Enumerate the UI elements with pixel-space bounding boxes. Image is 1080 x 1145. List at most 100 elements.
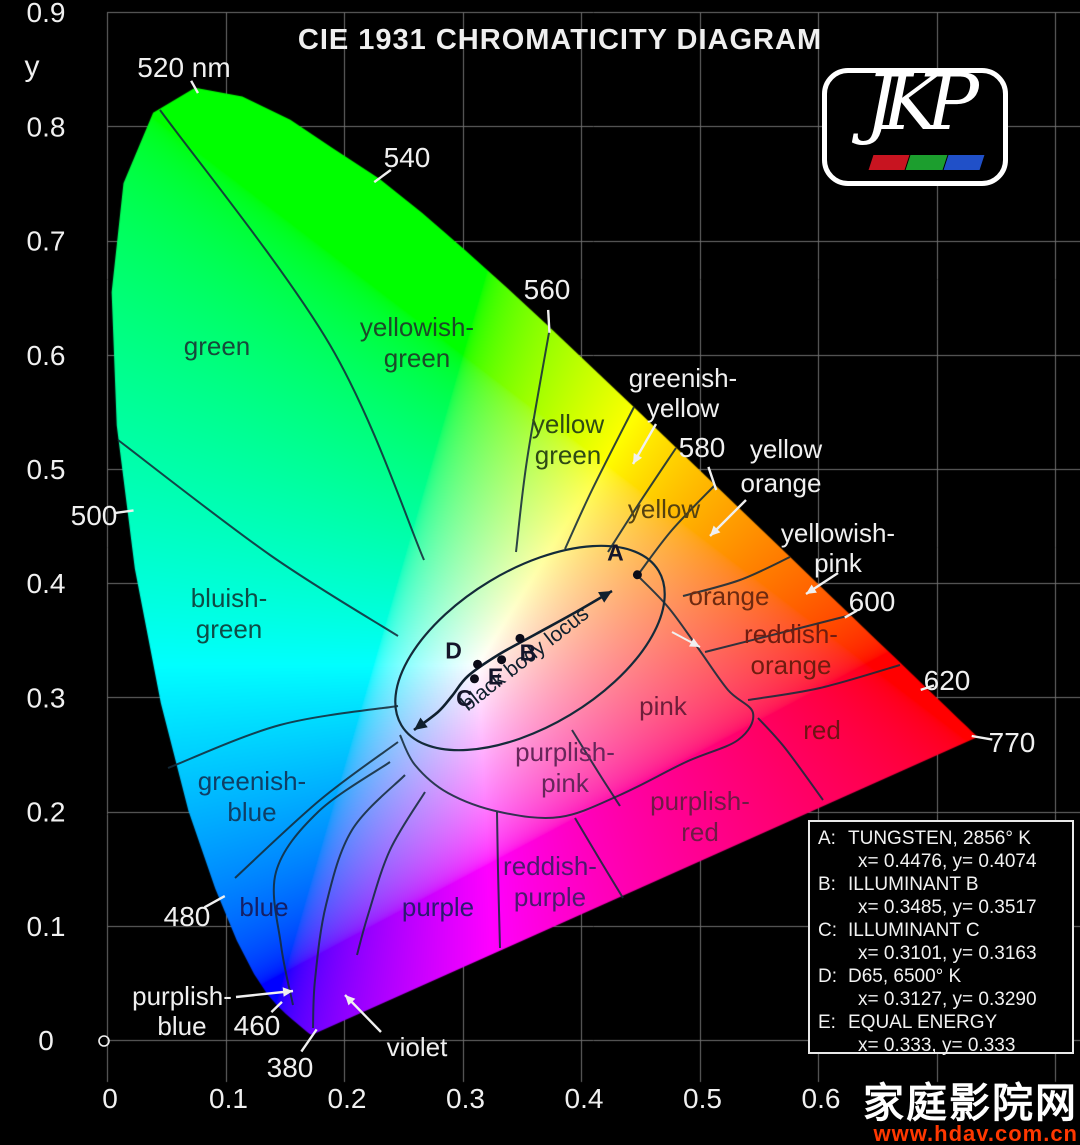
region-label: pink <box>639 691 688 721</box>
legend-entry-name: ILLUMINANT B <box>848 874 979 895</box>
y-axis-tick-label: 0.4 <box>27 568 66 599</box>
region-label: bluish- <box>191 583 268 613</box>
region-label: green <box>184 331 251 361</box>
white-point-dot-E <box>497 655 507 665</box>
region-boundary-line <box>639 484 716 573</box>
legend-entry: B: ILLUMINANT B <box>818 873 1072 896</box>
y-axis-title: y <box>25 50 40 83</box>
outside-region-label: blue <box>157 1011 206 1041</box>
region-boundary-line <box>515 326 551 553</box>
region-label: green <box>535 440 602 470</box>
outside-region-label: purplish- <box>132 981 232 1011</box>
watermark: 家庭影院网 www.hdav.com.cn <box>863 1083 1078 1145</box>
white-point-label-B: B <box>520 639 537 665</box>
outside-region-label: greenish- <box>629 363 737 393</box>
jkp-stripe-red <box>868 155 910 170</box>
region-label: green <box>384 343 451 373</box>
watermark-site-url: www.hdav.com.cn <box>873 1121 1078 1145</box>
y-axis-tick-label: 0.1 <box>27 911 66 942</box>
region-label: yellow <box>532 409 604 439</box>
outside-region-label: yellowish- <box>781 518 895 548</box>
region-boundary-line <box>564 406 635 550</box>
white-point-dot-A <box>632 570 642 580</box>
white-point-dot-B <box>515 633 525 643</box>
wavelength-tick-497 <box>113 509 134 515</box>
region-boundary-line <box>356 791 426 956</box>
region-label: purplish- <box>515 737 615 767</box>
wavelength-tick-770 <box>971 734 993 741</box>
region-boundary-line <box>159 109 425 561</box>
white-point-label-C: C <box>456 685 473 711</box>
x-axis-tick-label: 0.2 <box>328 1083 367 1114</box>
x-axis-tick-label: 0 <box>102 1083 118 1114</box>
x-axis-tick-label: 0.5 <box>683 1083 722 1114</box>
wavelength-label-380: 380 <box>267 1052 314 1083</box>
legend-entry: E: EQUAL ENERGY <box>818 1011 1072 1034</box>
white-point-label-D: D <box>445 637 462 663</box>
region-boundary-line <box>682 556 791 597</box>
region-label: blue <box>239 892 288 922</box>
outside-region-label: violet <box>387 1032 448 1062</box>
jkp-rgb-stripe-icon <box>868 155 986 170</box>
wavelength-tick-479 <box>203 894 226 909</box>
jkp-stripe-blue <box>943 155 985 170</box>
white-region-ellipse <box>394 544 666 752</box>
region-boundary-line <box>571 729 621 807</box>
legend-entry: A: TUNGSTEN, 2856° K <box>818 827 1072 850</box>
legend-entry-key: B: <box>818 874 836 895</box>
region-boundary-line <box>607 447 677 553</box>
region-label: red <box>803 715 841 745</box>
wavelength-tick-580 <box>707 466 718 491</box>
region-label: reddish- <box>744 619 838 649</box>
white-point-dot-C <box>469 674 479 684</box>
white-point-label-E: E <box>488 664 503 690</box>
x-axis-tick-label: 0.3 <box>446 1083 485 1114</box>
white-point-label-A: A <box>607 540 624 566</box>
wavelength-label-580: 580 <box>679 432 726 463</box>
x-axis-tick-label: 0.1 <box>209 1083 248 1114</box>
region-label: pink <box>541 768 590 798</box>
wavelength-label-560: 560 <box>524 274 571 305</box>
wavelength-tick-460 <box>270 1001 283 1013</box>
region-boundary-line <box>574 817 624 899</box>
outside-region-label: yellow <box>647 393 719 423</box>
region-label: green <box>196 614 263 644</box>
wavelength-tick-382 <box>300 1028 318 1053</box>
region-label: yellowish- <box>360 312 474 342</box>
wavelength-tick-560 <box>546 309 551 333</box>
legend-entry-coords: x= 0.333, y= 0.333 <box>858 1035 1016 1056</box>
outside-region-label: yellow <box>750 434 822 464</box>
legend-entry-name: D65, 6500° K <box>848 966 962 987</box>
region-boundary-line <box>167 705 399 769</box>
white-point-dot-D <box>473 659 483 669</box>
outside-region-label: orange <box>741 468 822 498</box>
origin-marker <box>98 1035 110 1047</box>
jkp-logo: JKP <box>822 60 1008 186</box>
wavelength-label-600: 600 <box>849 586 896 617</box>
wavelength-label-620: 620 <box>924 665 971 696</box>
x-axis-tick-label: 0.6 <box>802 1083 841 1114</box>
region-boundary-line <box>757 717 824 801</box>
y-axis-tick-label: 0.3 <box>27 682 66 713</box>
blackbody-arrow-down <box>414 717 428 730</box>
legend-entry: D: D65, 6500° K <box>818 965 1072 988</box>
wavelength-tick-600 <box>844 609 858 619</box>
legend-entry-key: A: <box>818 828 836 849</box>
x-axis-tick-label: 0.4 <box>565 1083 604 1114</box>
region-boundary-line <box>399 574 755 819</box>
leader-arrow-head <box>282 987 293 997</box>
wavelength-label-480: 480 <box>164 901 211 932</box>
region-label: blue <box>227 797 276 827</box>
y-axis-tick-label: 0.8 <box>27 111 66 142</box>
wavelength-tick-620 <box>920 684 935 691</box>
legend-entry-name: TUNGSTEN, 2856° K <box>848 828 1031 849</box>
wavelength-label-540: 540 <box>384 142 431 173</box>
wavelength-label-500: 500 <box>71 500 118 531</box>
region-label: purple <box>402 892 474 922</box>
region-label: greenish- <box>198 766 306 796</box>
region-label: orange <box>751 650 832 680</box>
region-label: orange <box>689 581 770 611</box>
legend-entry-name: EQUAL ENERGY <box>848 1012 998 1033</box>
region-boundary-line <box>234 741 399 879</box>
